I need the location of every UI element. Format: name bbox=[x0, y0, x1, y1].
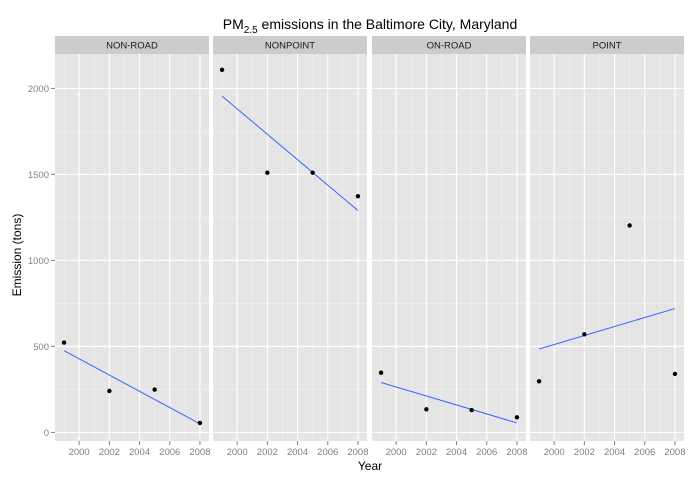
chart-title-suffix: emissions in the Baltimore City, Marylan… bbox=[258, 16, 518, 32]
y-tick-label: 0 bbox=[44, 428, 49, 439]
data-point bbox=[424, 407, 429, 412]
data-point bbox=[265, 170, 270, 175]
x-tick-label: 2006 bbox=[317, 447, 338, 458]
plot-area: 0 500 1000 1500 2000 NON-ROAD 2000 2002 2004 2006… bbox=[28, 36, 686, 458]
data-point bbox=[310, 170, 315, 175]
y-tick-label: 2000 bbox=[28, 84, 49, 95]
y-tick-label: 1500 bbox=[28, 170, 49, 181]
x-tick-label: 2000 bbox=[227, 447, 248, 458]
x-tick-label: 2008 bbox=[664, 447, 685, 458]
x-tick-label: 2006 bbox=[159, 447, 180, 458]
x-tick-label: 2000 bbox=[69, 447, 90, 458]
y-tick-label: 1000 bbox=[28, 256, 49, 267]
data-point bbox=[219, 67, 225, 73]
facet-strip-label: NON-ROAD bbox=[106, 41, 158, 52]
chart-title-subscript: 2.5 bbox=[244, 25, 258, 36]
x-tick-label: 2002 bbox=[99, 447, 120, 458]
data-point bbox=[536, 379, 542, 384]
x-tick-label: 2008 bbox=[347, 447, 368, 458]
panel-background bbox=[372, 54, 526, 441]
data-point bbox=[378, 370, 384, 375]
facet-panel-nonpoint: NONPOINT 2000 2002 2004 2006 2008 bbox=[213, 36, 369, 458]
x-tick-label: 2002 bbox=[416, 447, 437, 458]
data-point bbox=[152, 387, 157, 392]
x-tick-label: 2004 bbox=[604, 447, 625, 458]
panel-background bbox=[530, 54, 684, 441]
data-point bbox=[197, 420, 203, 426]
facet-strip-label: POINT bbox=[592, 41, 621, 52]
panel-background bbox=[213, 54, 367, 441]
data-point bbox=[469, 407, 474, 413]
y-tick-label: 500 bbox=[33, 342, 49, 353]
x-tick-label: 2002 bbox=[574, 447, 595, 458]
trend-line bbox=[538, 308, 676, 350]
x-tick-label: 2002 bbox=[257, 447, 278, 458]
x-tick-label: 2004 bbox=[446, 447, 467, 458]
data-point bbox=[355, 194, 361, 199]
facet-strip bbox=[55, 36, 209, 54]
x-tick-label: 2004 bbox=[129, 447, 150, 458]
data-point bbox=[61, 340, 67, 345]
facet-panel-non-road: NON-ROAD 2000 2002 2004 2006 2008 bbox=[55, 36, 211, 458]
facet-strip bbox=[213, 36, 367, 54]
panel-background bbox=[55, 54, 209, 441]
facet-panel-on-road: ON-ROAD 2000 2002 2004 2006 2008 bbox=[372, 36, 528, 458]
data-point bbox=[672, 371, 678, 377]
trend-line bbox=[63, 350, 201, 425]
y-axis-title: Emission (tons) bbox=[10, 214, 24, 297]
facet-strip-label: ON-ROAD bbox=[427, 41, 472, 52]
x-tick-label: 2004 bbox=[287, 447, 308, 458]
facet-strip-label: NONPOINT bbox=[265, 41, 315, 52]
x-axis-title: Year bbox=[358, 459, 382, 473]
facet-panel-point: POINT 2000 2002 2004 2006 2008 bbox=[530, 36, 686, 458]
data-point bbox=[107, 388, 112, 394]
x-tick-label: 2006 bbox=[634, 447, 655, 458]
x-tick-label: 2000 bbox=[544, 447, 565, 458]
x-tick-label: 2000 bbox=[386, 447, 407, 458]
data-point bbox=[514, 415, 520, 420]
facet-strip bbox=[530, 36, 684, 54]
x-tick-label: 2006 bbox=[476, 447, 497, 458]
chart-title-prefix: PM bbox=[223, 16, 244, 32]
facet-strip bbox=[372, 36, 526, 54]
data-point bbox=[627, 223, 632, 228]
x-tick-label: 2008 bbox=[189, 447, 210, 458]
data-point bbox=[582, 332, 587, 337]
x-tick-label: 2008 bbox=[506, 447, 527, 458]
trend-line bbox=[221, 95, 359, 211]
trend-line bbox=[380, 382, 518, 424]
chart-title: PM2.5 emissions in the Baltimore City, M… bbox=[223, 16, 518, 36]
